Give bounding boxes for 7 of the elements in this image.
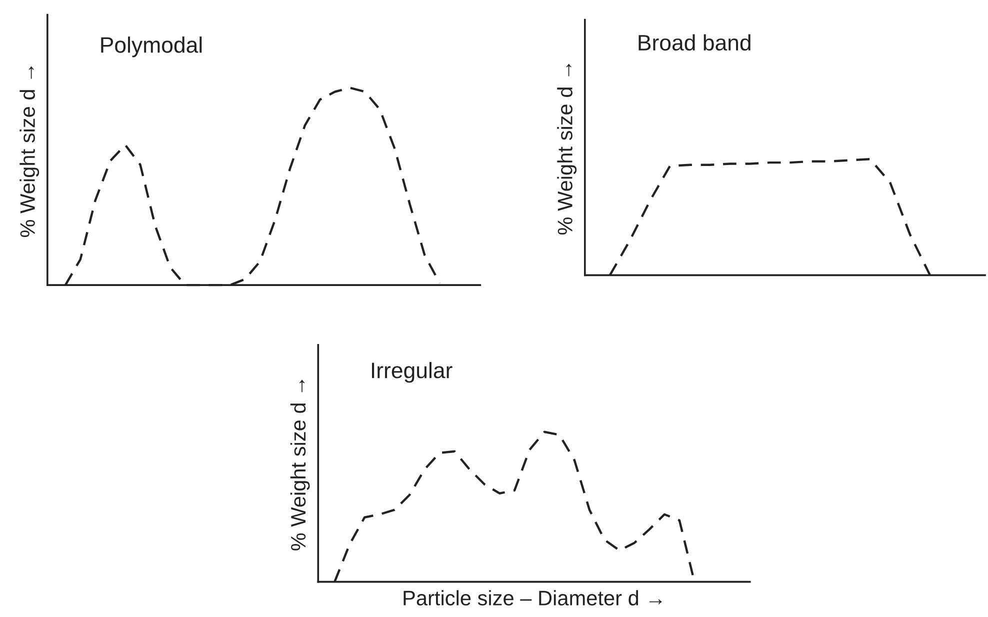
y-axis-title: % Weight size d → [557,64,577,235]
x-axis-title: Particle size – Diameter d → [404,590,662,606]
chart-title: Polymodal [101,36,202,58]
chart-title: Broad band [638,34,750,51]
chart-title: Irregular [372,362,452,383]
y-axis-title: % Weight size d → [20,66,40,237]
y-axis-title: % Weight size d → [290,380,310,550]
